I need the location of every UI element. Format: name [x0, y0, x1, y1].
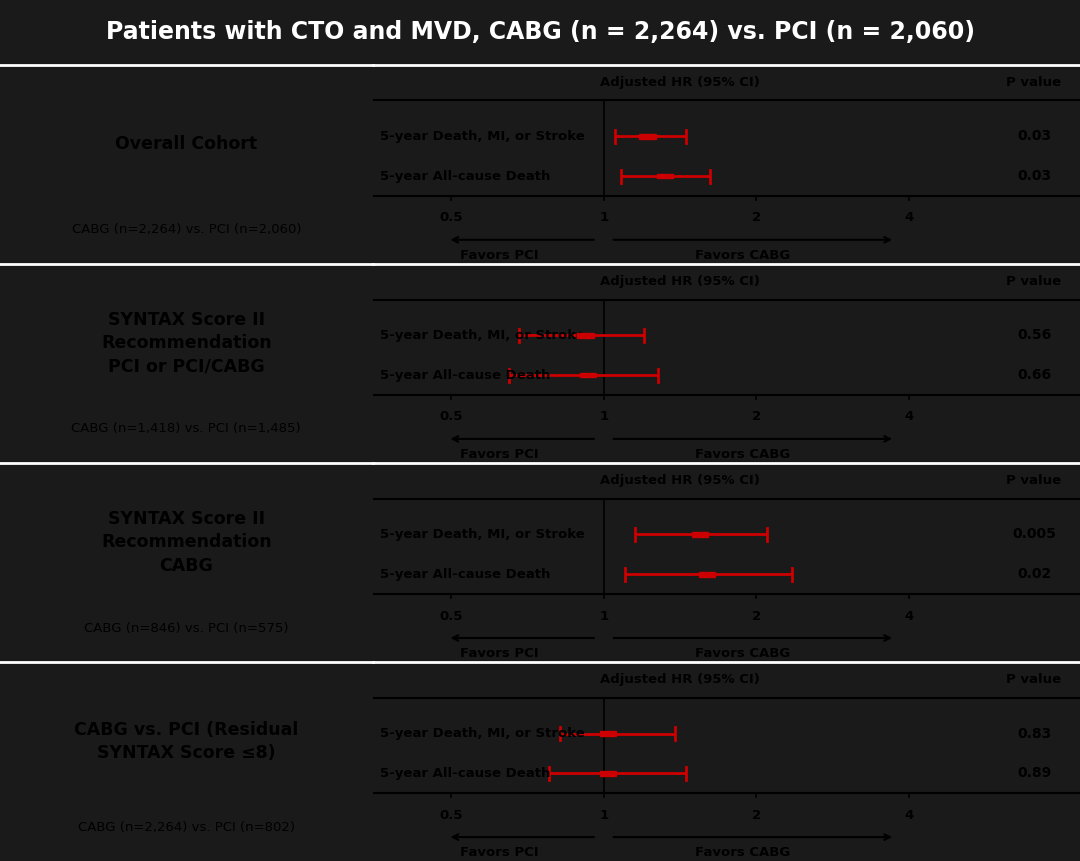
Text: 0.83: 0.83	[1017, 727, 1051, 740]
Text: CABG (n=1,418) vs. PCI (n=1,485): CABG (n=1,418) vs. PCI (n=1,485)	[71, 423, 301, 436]
Text: CABG (n=2,264) vs. PCI (n=802): CABG (n=2,264) vs. PCI (n=802)	[78, 821, 295, 833]
Text: Favors CABG: Favors CABG	[694, 647, 789, 660]
Bar	[600, 771, 617, 776]
Text: Adjusted HR (95% CI): Adjusted HR (95% CI)	[600, 276, 760, 288]
Text: CABG vs. PCI (Residual
SYNTAX Score ≤8): CABG vs. PCI (Residual SYNTAX Score ≤8)	[75, 721, 298, 762]
Text: Adjusted HR (95% CI): Adjusted HR (95% CI)	[600, 474, 760, 487]
Text: Favors CABG: Favors CABG	[694, 846, 789, 859]
Text: Favors CABG: Favors CABG	[694, 448, 789, 461]
Text: Favors PCI: Favors PCI	[460, 647, 539, 660]
Text: P value: P value	[1007, 276, 1062, 288]
Text: 0.56: 0.56	[1017, 328, 1051, 343]
Text: 1: 1	[599, 411, 608, 424]
Text: SYNTAX Score II
Recommendation
CABG: SYNTAX Score II Recommendation CABG	[102, 510, 271, 575]
Text: 0.005: 0.005	[1012, 528, 1056, 542]
Text: Overall Cohort: Overall Cohort	[116, 135, 257, 153]
Bar	[692, 532, 708, 536]
Text: 0.66: 0.66	[1017, 369, 1051, 382]
Text: 0.03: 0.03	[1017, 169, 1051, 183]
Text: 1: 1	[599, 808, 608, 821]
Bar	[578, 333, 594, 338]
Text: 5-year All-cause Death: 5-year All-cause Death	[380, 369, 550, 381]
Bar	[580, 373, 596, 377]
Text: 5-year Death, MI, or Stroke: 5-year Death, MI, or Stroke	[380, 130, 584, 143]
Text: 2: 2	[752, 610, 761, 623]
Text: 0.02: 0.02	[1017, 567, 1051, 581]
Text: 5-year Death, MI, or Stroke: 5-year Death, MI, or Stroke	[380, 528, 584, 541]
Text: 5-year All-cause Death: 5-year All-cause Death	[380, 567, 550, 581]
Text: Favors PCI: Favors PCI	[460, 448, 539, 461]
Text: Favors PCI: Favors PCI	[460, 249, 539, 262]
Bar	[699, 572, 715, 577]
Text: 5-year Death, MI, or Stroke: 5-year Death, MI, or Stroke	[380, 727, 584, 740]
Text: 5-year Death, MI, or Stroke: 5-year Death, MI, or Stroke	[380, 329, 584, 342]
Text: 4: 4	[904, 808, 914, 821]
Text: 0.03: 0.03	[1017, 129, 1051, 143]
Text: 2: 2	[752, 212, 761, 225]
Text: CABG (n=846) vs. PCI (n=575): CABG (n=846) vs. PCI (n=575)	[84, 622, 288, 635]
Text: P value: P value	[1007, 474, 1062, 487]
Text: P value: P value	[1007, 673, 1062, 686]
Bar	[657, 174, 673, 178]
Text: Favors PCI: Favors PCI	[460, 846, 539, 859]
Text: 0.89: 0.89	[1017, 766, 1051, 780]
Text: 0.5: 0.5	[440, 212, 463, 225]
Text: 5-year All-cause Death: 5-year All-cause Death	[380, 170, 550, 183]
Text: 4: 4	[904, 212, 914, 225]
Text: 0.5: 0.5	[440, 610, 463, 623]
Text: 2: 2	[752, 411, 761, 424]
Text: Favors CABG: Favors CABG	[694, 249, 789, 262]
Text: 0.5: 0.5	[440, 808, 463, 821]
Text: Adjusted HR (95% CI): Adjusted HR (95% CI)	[600, 76, 760, 89]
Text: 2: 2	[752, 808, 761, 821]
Text: 0.5: 0.5	[440, 411, 463, 424]
Text: P value: P value	[1007, 76, 1062, 89]
Text: 4: 4	[904, 610, 914, 623]
Text: 1: 1	[599, 212, 608, 225]
Text: Patients with CTO and MVD, CABG (n = 2,264) vs. PCI (n = 2,060): Patients with CTO and MVD, CABG (n = 2,2…	[106, 21, 974, 44]
Text: CABG (n=2,264) vs. PCI (n=2,060): CABG (n=2,264) vs. PCI (n=2,060)	[71, 223, 301, 236]
Text: SYNTAX Score II
Recommendation
PCI or PCI/CABG: SYNTAX Score II Recommendation PCI or PC…	[102, 311, 271, 376]
Text: 1: 1	[599, 610, 608, 623]
Text: Adjusted HR (95% CI): Adjusted HR (95% CI)	[600, 673, 760, 686]
Text: 5-year All-cause Death: 5-year All-cause Death	[380, 767, 550, 780]
Bar	[600, 731, 617, 736]
Bar	[639, 134, 656, 139]
Text: 4: 4	[904, 411, 914, 424]
